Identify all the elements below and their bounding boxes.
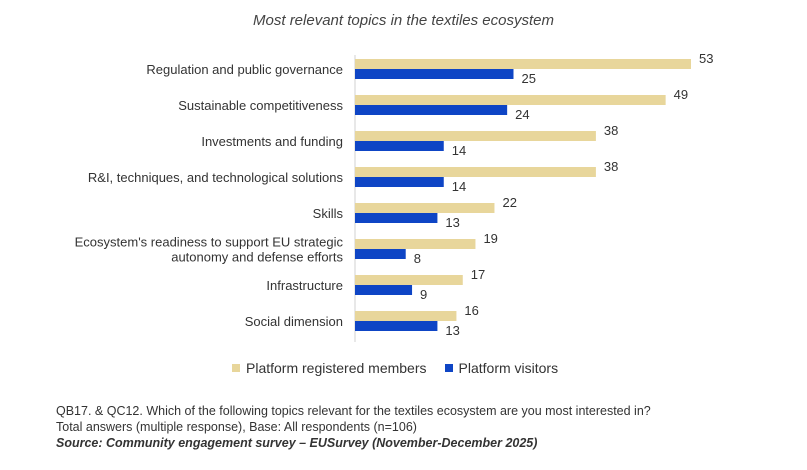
bar-visitors [355, 213, 438, 223]
bar-members [355, 95, 666, 105]
bar-members [355, 275, 463, 285]
category-label: Sustainable competitiveness [178, 98, 343, 113]
data-label: 13 [445, 323, 459, 338]
data-label: 19 [483, 231, 497, 246]
source-note: Source: Community engagement survey – EU… [56, 436, 538, 450]
category-label: Investments and funding [201, 134, 343, 149]
data-label: 24 [515, 107, 529, 122]
legend-item-members: Platform registered members [232, 360, 427, 376]
category-label: Social dimension [245, 314, 343, 329]
chart-title: Most relevant topics in the textiles eco… [253, 12, 554, 29]
category-label: Regulation and public governance [146, 62, 343, 77]
bar-visitors [355, 285, 413, 295]
data-label: 38 [604, 123, 618, 138]
legend-swatch [232, 364, 240, 372]
bar-visitors [355, 105, 508, 115]
bar-visitors [355, 141, 444, 151]
data-label: 14 [452, 179, 466, 194]
data-label: 49 [674, 87, 688, 102]
bar-members [355, 59, 691, 69]
bar-members [355, 239, 476, 249]
legend-label: Platform visitors [458, 360, 559, 376]
legend-swatch [444, 364, 453, 372]
data-label: 53 [699, 51, 713, 66]
legend: Platform registered members Platform vis… [232, 360, 558, 376]
bar-members [355, 311, 457, 321]
bar-visitors [355, 69, 514, 79]
bar-chart: Regulation and public governance 53 25 Sust… [75, 51, 713, 342]
data-label: 22 [502, 195, 516, 210]
data-label: 8 [414, 251, 421, 266]
category-label: R&I, techniques, and technological solut… [88, 170, 344, 185]
category-label: Ecosystem's readiness to support EU stra… [75, 235, 344, 250]
legend-label: Platform registered members [246, 360, 427, 376]
data-label: 9 [420, 287, 427, 302]
bar-visitors [355, 177, 444, 187]
bar-members [355, 203, 495, 213]
bar-visitors [355, 321, 438, 331]
footnotes: QB17. & QC12. Which of the following top… [56, 403, 651, 451]
bar-members [355, 167, 596, 177]
bar-visitors [355, 249, 406, 259]
legend-item-visitors: Platform visitors [444, 360, 559, 376]
data-label: 38 [604, 159, 618, 174]
data-label: 13 [445, 215, 459, 230]
data-label: 25 [521, 71, 535, 86]
data-label: 17 [471, 267, 485, 282]
question-note: QB17. & QC12. Which of the following top… [56, 404, 651, 418]
base-note: Total answers (multiple response), Base:… [56, 420, 417, 434]
data-label: 14 [452, 143, 466, 158]
category-label: Infrastructure [266, 278, 343, 293]
bar-members [355, 131, 596, 141]
data-label: 16 [464, 303, 478, 318]
category-label: autonomy and defense efforts [171, 250, 343, 265]
category-label: Skills [313, 206, 344, 221]
